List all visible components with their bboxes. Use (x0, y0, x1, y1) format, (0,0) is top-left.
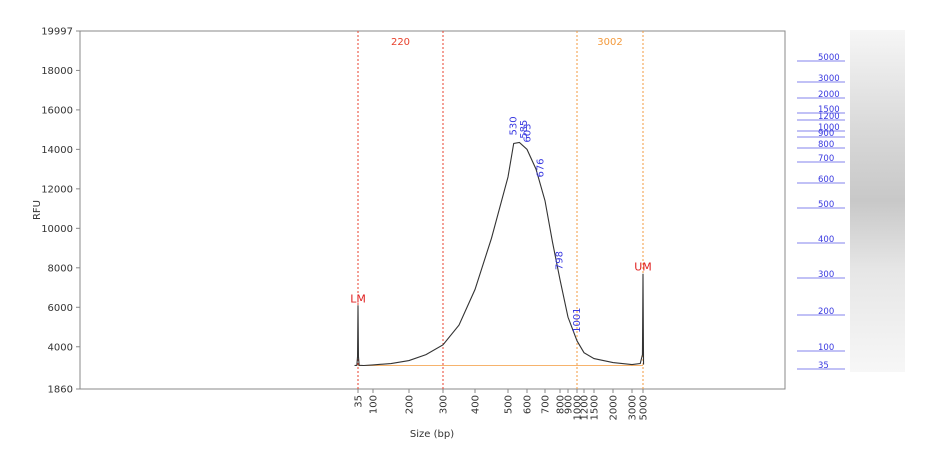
region-label: 3002 (597, 37, 622, 48)
ladder-label: 2000 (818, 90, 840, 100)
peak-label: 676 (536, 158, 547, 177)
peak-label: 603 (523, 123, 534, 142)
y-tick-label: 4000 (48, 342, 73, 353)
x-tick-label: 400 (471, 395, 482, 414)
ladder-label: 200 (818, 307, 834, 317)
marker-label: LM (350, 292, 366, 305)
x-tick-label: 600 (523, 395, 534, 414)
x-tick-label: 1500 (590, 395, 601, 420)
ladder-label: 800 (818, 140, 834, 150)
trace (354, 141, 645, 367)
peak-label: 585 (519, 120, 530, 139)
ladder-label: 700 (818, 154, 834, 164)
ladder-label: 5000 (818, 53, 840, 63)
y-axis-label: RFU (32, 200, 43, 220)
x-tick-label: 700 (541, 395, 552, 414)
x-axis-label: Size (bp) (410, 429, 454, 440)
x-tick-label: 100 (369, 395, 380, 414)
marker-label: UM (634, 261, 652, 274)
x-tick-label: 200 (405, 395, 416, 414)
y-tick-label: 1860 (48, 385, 73, 396)
x-tick-label: 500 (504, 395, 515, 414)
ladder-label: 500 (818, 200, 834, 210)
ladder-label: 1200 (818, 112, 840, 122)
peak-label: 530 (509, 116, 520, 135)
x-tick-label: 1000 (573, 395, 584, 420)
y-tick-label: 14000 (41, 145, 73, 156)
x-tick-label: 800 (556, 395, 567, 414)
ladder-label: 600 (818, 175, 834, 185)
x-tick-label: 35 (354, 395, 365, 408)
y-tick-label: 16000 (41, 105, 73, 116)
ladder-label: 400 (818, 235, 834, 245)
ladder-label: 35 (818, 361, 829, 371)
region-label: 220 (391, 37, 410, 48)
y-tick-label: 6000 (48, 303, 73, 314)
y-tick-label: 8000 (48, 263, 73, 274)
ladder-label: 3000 (818, 74, 840, 84)
x-tick-label: 1200 (580, 395, 591, 420)
y-tick-label: 19997 (41, 27, 73, 38)
plot-frame (79, 30, 786, 390)
x-tick-label: 2000 (609, 395, 620, 420)
y-tick-label: 18000 (41, 66, 73, 77)
ladder-label: 100 (818, 343, 834, 353)
x-tick-label: 5000 (639, 395, 650, 420)
ladder-label: 1500 (818, 105, 840, 115)
x-tick-label: 900 (564, 395, 575, 414)
x-tick-label: 3000 (628, 395, 639, 420)
y-tick-label: 10000 (41, 224, 73, 235)
ladder-label: 900 (818, 129, 834, 139)
peak-label: 798 (555, 251, 566, 270)
ladder-label: 300 (818, 270, 834, 280)
peak-label: 1001 (572, 307, 583, 332)
x-tick-label: 300 (439, 395, 450, 414)
y-tick-label: 12000 (41, 184, 73, 195)
gel-lane (850, 30, 905, 372)
ladder-label: 1000 (818, 123, 840, 133)
